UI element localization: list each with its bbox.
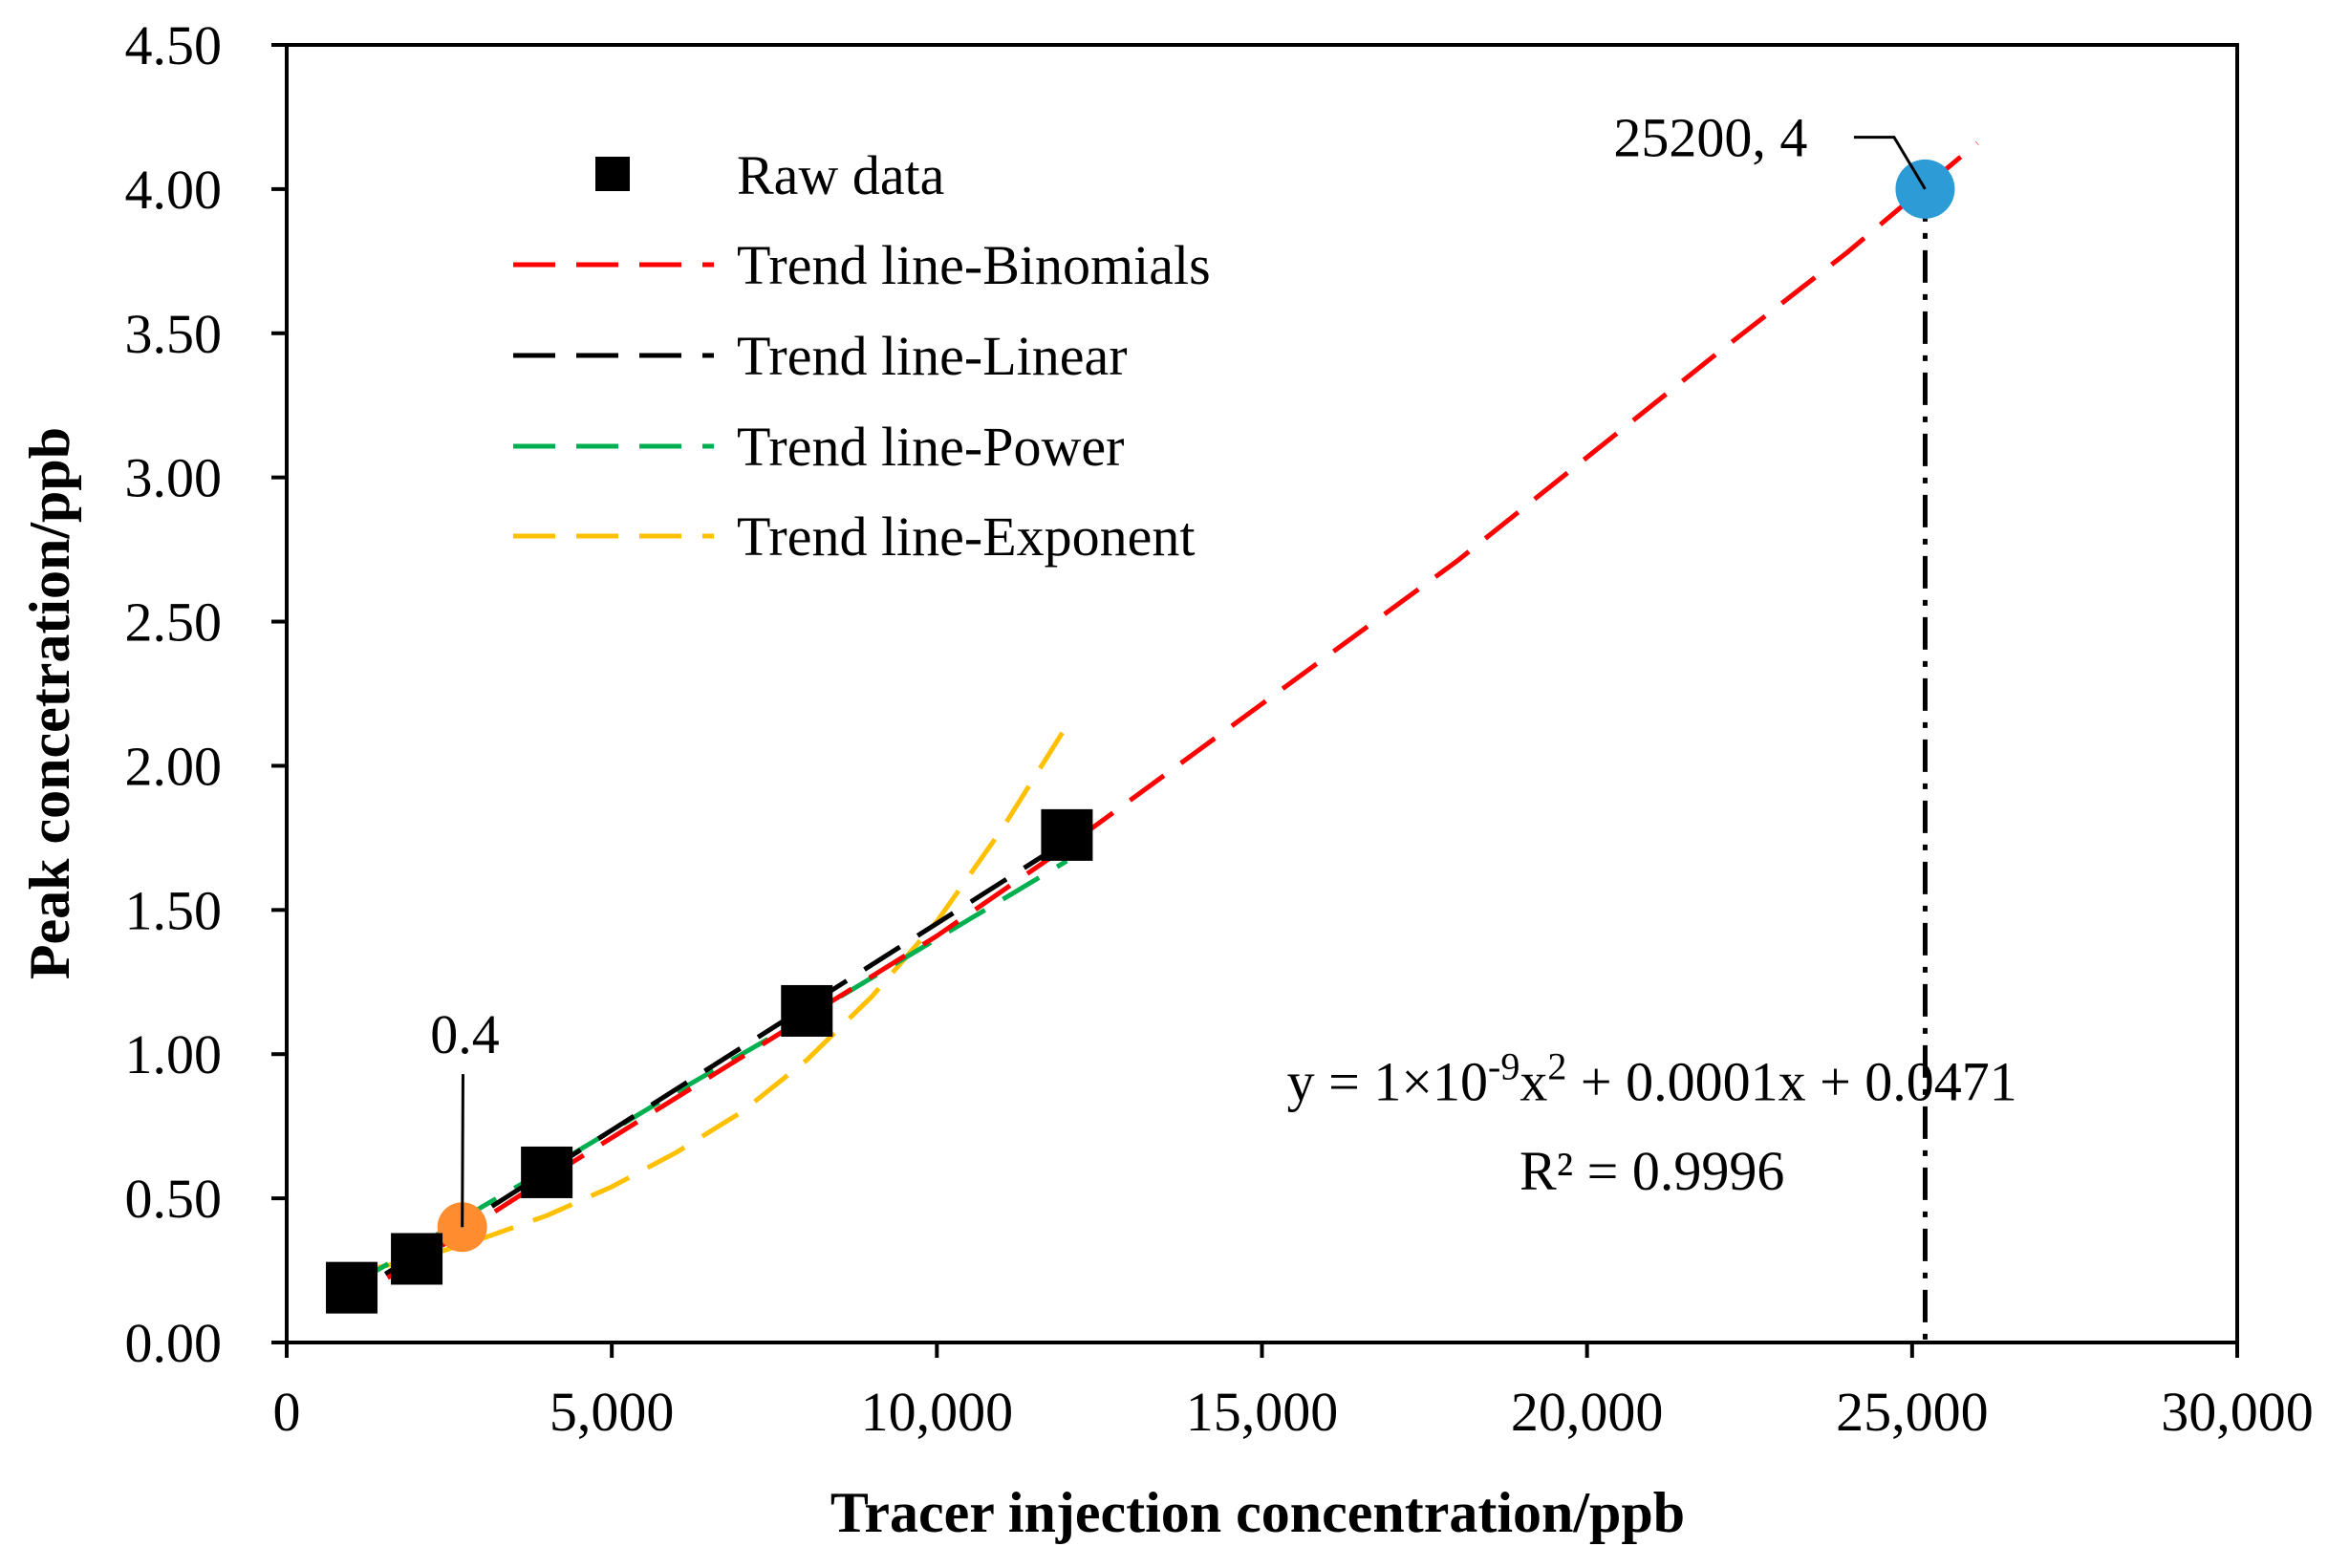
y-axis: 0.00 0.50 1.00 1.50 2.00 2.50 3.00 3.50 4.00 4.50 <box>125 14 287 1374</box>
y-tick-label: 0.50 <box>125 1168 223 1230</box>
point-label-25200-4: 25200, 4 <box>1613 107 1807 169</box>
series-layer <box>331 140 1979 1310</box>
equation-exponent: -9 <box>1488 1045 1520 1088</box>
legend-linear-label: Trend line-Linear <box>737 325 1128 387</box>
y-axis-title: Peak concetration/ppb <box>18 427 81 979</box>
raw-data-marker <box>521 1146 573 1198</box>
y-tick-label: 3.00 <box>125 447 223 509</box>
annotation-layer: 25200, 4 0.4 <box>430 107 1927 1228</box>
x-tick-label: 5,000 <box>550 1381 675 1443</box>
y-tick-label: 4.00 <box>125 159 223 221</box>
trend-line-trend-line-binomials <box>331 140 1979 1310</box>
legend-raw-data-swatch <box>595 157 630 191</box>
y-tick-label: 2.00 <box>125 735 223 797</box>
equation-x: x <box>1520 1051 1547 1113</box>
x-tick-label: 0 <box>273 1381 301 1443</box>
trend-equation: y = 1×10-9x2 + 0.0001x + 0.0471 <box>1287 1045 2017 1113</box>
x-tick-label: 30,000 <box>2161 1381 2314 1443</box>
raw-data-marker <box>781 984 833 1037</box>
legend: Raw data Trend line-Binomials Trend line… <box>513 144 1211 568</box>
equation-base: y = 1×10 <box>1287 1051 1488 1113</box>
legend-raw-data-label: Raw data <box>737 144 944 206</box>
equation-rest: + 0.0001x + 0.0471 <box>1566 1051 2016 1113</box>
equation-square: 2 <box>1547 1045 1566 1088</box>
x-tick-label: 20,000 <box>1511 1381 1664 1443</box>
raw-data-marker <box>391 1233 443 1285</box>
leader-line-25200-4 <box>1853 136 1927 190</box>
y-tick-label: 2.50 <box>125 591 223 654</box>
y-tick-label: 4.50 <box>125 14 223 76</box>
r-squared: R² = 0.9996 <box>1520 1140 1784 1202</box>
y-tick-label: 1.00 <box>125 1023 223 1085</box>
x-tick-label: 15,000 <box>1186 1381 1339 1443</box>
y-tick-label: 0.00 <box>125 1312 223 1374</box>
y-tick-label: 1.50 <box>125 879 223 941</box>
raw-data-marker <box>326 1261 378 1314</box>
point-label-0-4: 0.4 <box>430 1003 500 1065</box>
legend-exponent-label: Trend line-Exponent <box>737 505 1196 568</box>
legend-binomials-label: Trend line-Binomials <box>737 234 1211 296</box>
x-axis-title: Tracer injection concentration/ppb <box>830 1481 1685 1544</box>
x-axis: 0 5,000 10,000 15,000 20,000 25,000 30,000 <box>273 1342 2314 1443</box>
legend-power-label: Trend line-Power <box>737 416 1124 478</box>
raw-data-marker <box>1041 808 1093 861</box>
y-tick-label: 3.50 <box>125 303 223 365</box>
raw-data-markers <box>326 808 1093 1314</box>
x-tick-label: 25,000 <box>1836 1381 1989 1443</box>
x-tick-label: 10,000 <box>861 1381 1014 1443</box>
trend-line-trend-line-exponent <box>351 723 1069 1277</box>
